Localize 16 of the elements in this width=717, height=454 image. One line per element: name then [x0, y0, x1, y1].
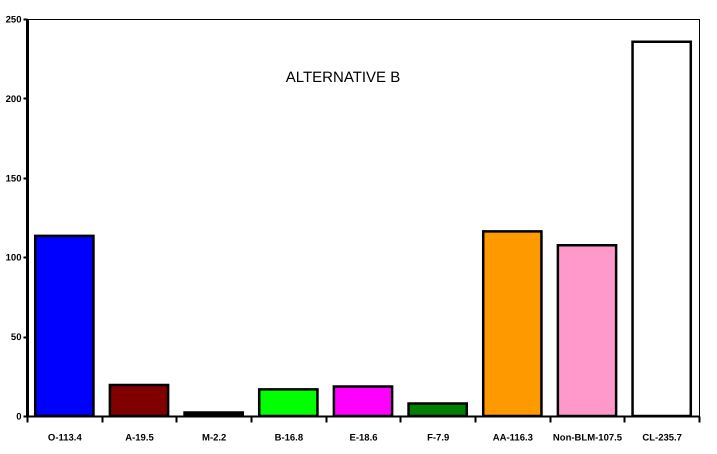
y-tick-label: 150 — [6, 173, 22, 184]
x-tick-label: AA-116.3 — [492, 432, 533, 444]
text: ALTERNATIVE B — [286, 69, 400, 86]
x-tick-label: CL-235.7 — [642, 432, 682, 444]
x-tick-label: M-2.2 — [202, 432, 226, 444]
x-tick-label: E-18.6 — [350, 432, 378, 444]
y-tick-label: 50 — [10, 332, 22, 344]
y-tick-label: 0 — [16, 412, 22, 422]
y-tick-label: 200 — [6, 94, 22, 105]
x-tick-label: F-7.9 — [427, 432, 450, 444]
x-tick-label: B-16.8 — [274, 432, 304, 444]
y-tick-label: 250 — [6, 14, 22, 26]
x-tick-label: Non-BLM-107.5 — [552, 432, 623, 444]
x-tick-label: O-113.4 — [48, 432, 82, 444]
y-tick-label: 100 — [6, 252, 22, 264]
x-tick-label: A-19.5 — [125, 432, 154, 444]
